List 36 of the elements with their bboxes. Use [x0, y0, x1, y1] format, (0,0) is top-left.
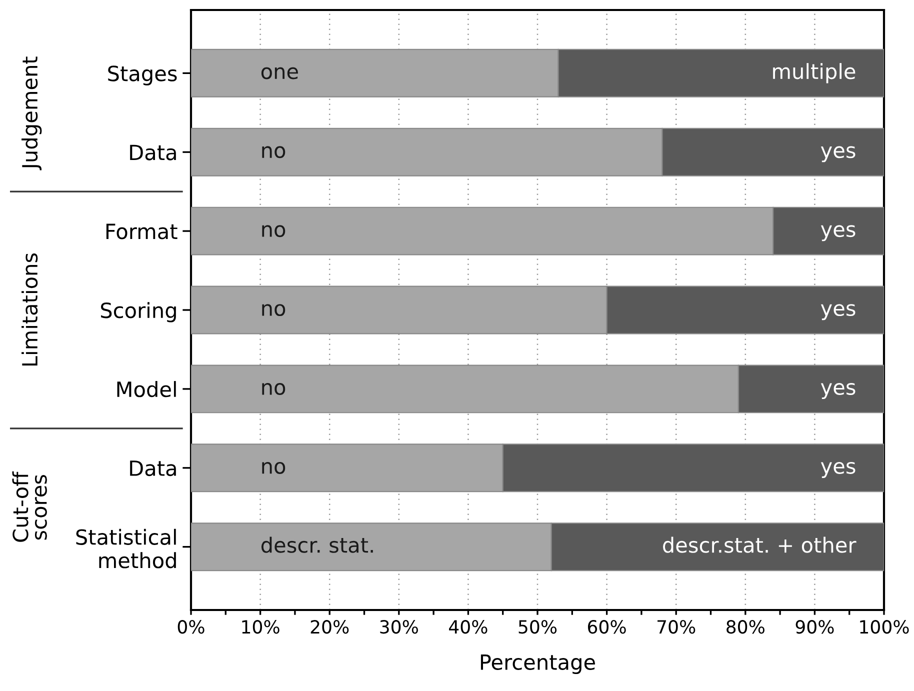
data-label: one	[261, 67, 298, 80]
x-tick-label: 100%	[860, 620, 909, 634]
x-tick-label: 80%	[726, 620, 764, 634]
y-tick-label: Statistical method	[76, 528, 176, 568]
data-label: yes	[820, 383, 856, 400]
data-label: yes	[820, 462, 856, 478]
y-tick-label: Data	[130, 460, 176, 476]
x-tick-label: 70%	[658, 620, 696, 634]
text: Limitations	[22, 253, 38, 366]
y-tick-label: Format	[106, 224, 178, 240]
x-tick-label: 10%	[242, 620, 280, 634]
x-axis-title: Percentage	[480, 654, 595, 674]
data-label: yes	[820, 225, 856, 242]
data-label: yes	[820, 146, 856, 162]
x-tick-label: 60%	[588, 620, 626, 634]
data-label: no	[262, 225, 286, 238]
x-tick-label: 0%	[178, 620, 204, 634]
data-label: no	[262, 462, 286, 474]
data-label: multiple	[773, 63, 856, 84]
y-tick-label: Data	[130, 144, 176, 160]
data-label: descr.stat. + other	[663, 536, 856, 553]
data-label: no	[262, 383, 286, 395]
data-label: no	[262, 146, 286, 158]
text: Judgement	[22, 56, 42, 170]
y-tick-label: Scoring	[100, 302, 176, 322]
data-label: descr. stat.	[261, 536, 373, 553]
y-tick-label: Stages	[108, 66, 177, 86]
x-tick-label: 90%	[796, 620, 834, 634]
y-tick-label: Model	[117, 381, 176, 398]
x-tick-label: 40%	[449, 620, 488, 634]
data-label: yes	[820, 304, 856, 320]
x-tick-label: 50%	[518, 620, 557, 634]
x-tick-label: 20%	[310, 620, 349, 634]
text: Cut-off scores	[12, 471, 47, 542]
x-tick-label: 30%	[380, 620, 418, 634]
data-label: no	[262, 304, 286, 316]
